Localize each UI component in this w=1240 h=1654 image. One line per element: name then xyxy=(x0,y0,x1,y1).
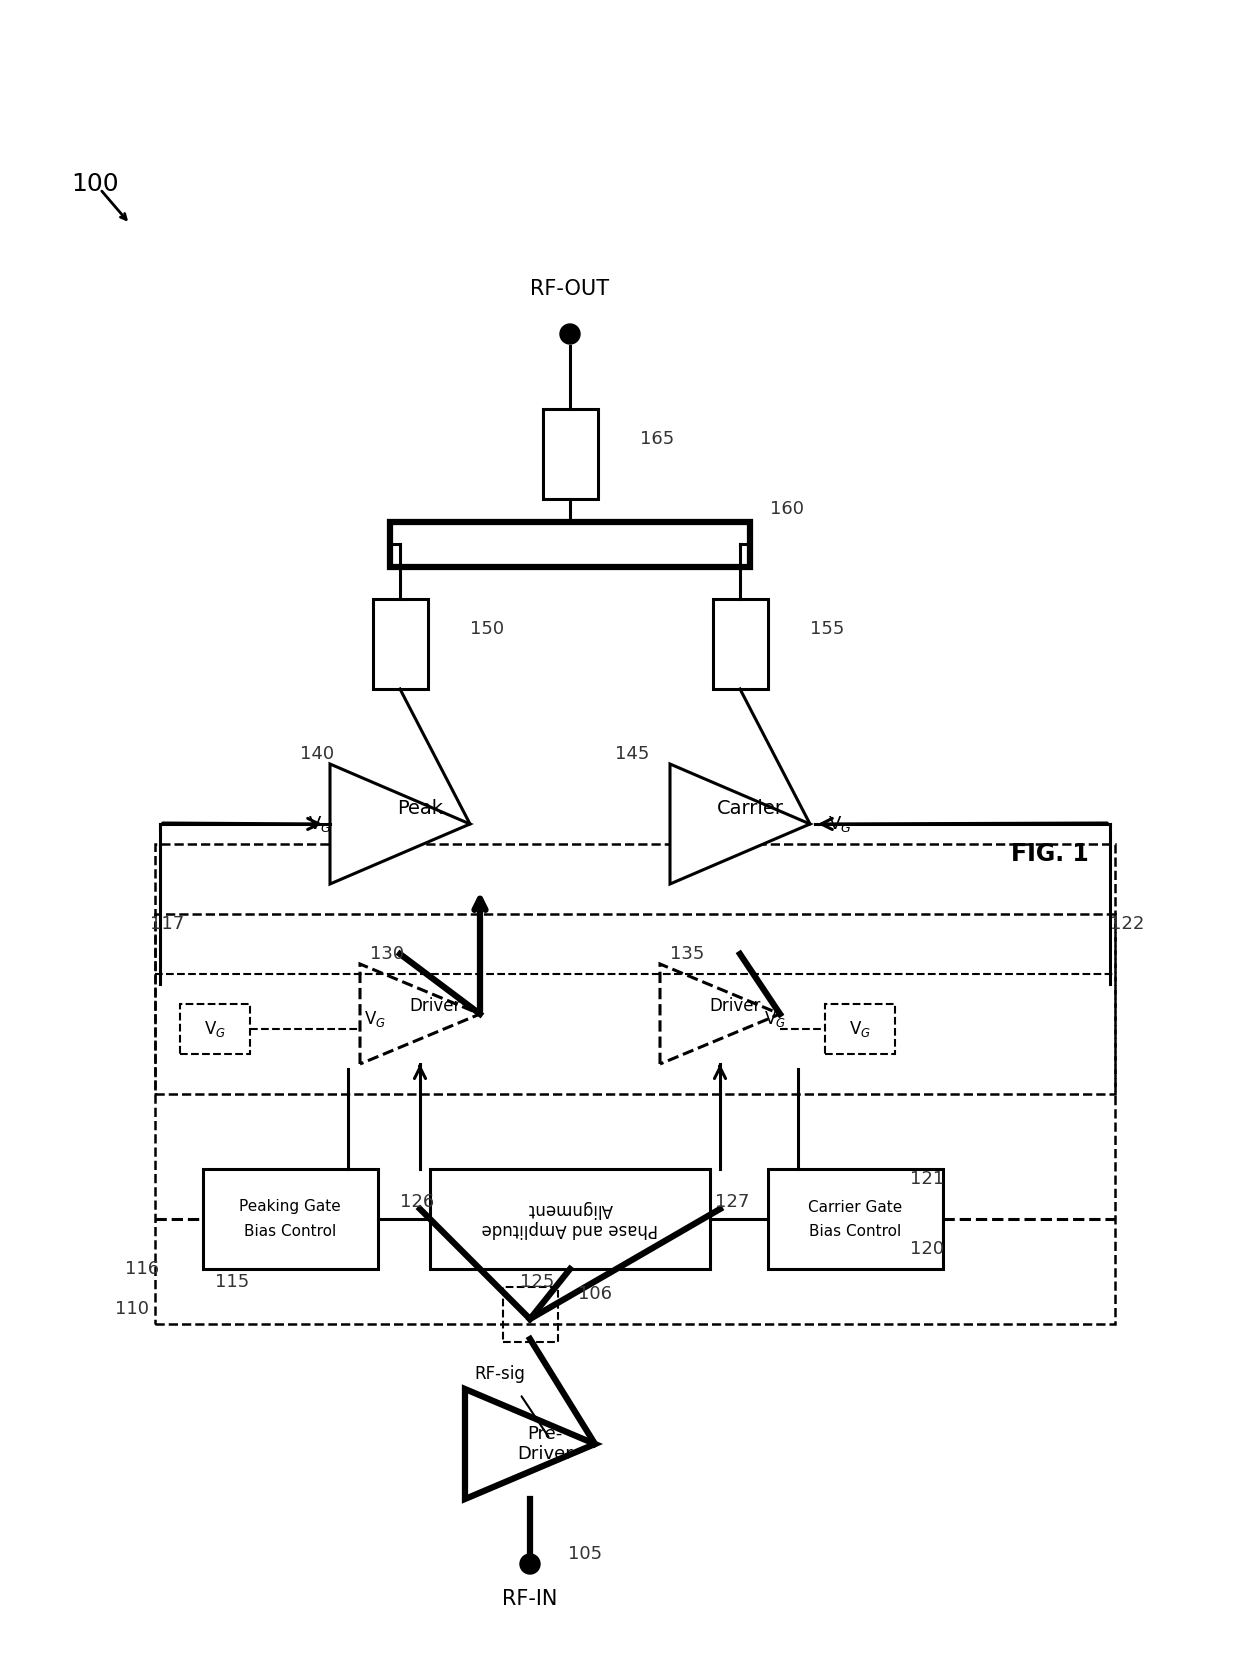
Text: 126: 126 xyxy=(401,1193,434,1211)
Polygon shape xyxy=(670,764,810,883)
Bar xyxy=(543,409,598,500)
Polygon shape xyxy=(360,964,480,1064)
Bar xyxy=(430,1169,711,1269)
Bar xyxy=(155,844,1115,1323)
Text: Driver: Driver xyxy=(409,997,461,1016)
Bar xyxy=(768,1169,942,1269)
Text: V$_G$: V$_G$ xyxy=(828,814,852,834)
Text: Bias Control: Bias Control xyxy=(244,1224,336,1239)
Polygon shape xyxy=(330,764,470,883)
Text: 130: 130 xyxy=(370,944,404,963)
Circle shape xyxy=(560,324,580,344)
Bar xyxy=(372,599,428,690)
Bar xyxy=(391,521,750,567)
Text: 145: 145 xyxy=(615,744,650,762)
Text: 115: 115 xyxy=(215,1274,249,1292)
Polygon shape xyxy=(465,1389,595,1499)
Text: 117: 117 xyxy=(150,915,185,933)
Text: 105: 105 xyxy=(568,1545,603,1563)
Bar xyxy=(180,1004,250,1054)
Text: V$_G$: V$_G$ xyxy=(365,1009,386,1029)
Bar xyxy=(202,1169,377,1269)
Text: FIG. 1: FIG. 1 xyxy=(1011,842,1089,867)
Text: RF-OUT: RF-OUT xyxy=(531,280,610,299)
Text: 100: 100 xyxy=(71,172,119,197)
Text: 155: 155 xyxy=(810,620,844,638)
Text: V$_G$: V$_G$ xyxy=(205,1019,226,1039)
Text: V$_G$: V$_G$ xyxy=(764,1009,786,1029)
Text: 125: 125 xyxy=(520,1274,554,1292)
Text: 106: 106 xyxy=(578,1285,613,1303)
Bar xyxy=(825,1004,895,1054)
Text: Peak: Peak xyxy=(397,799,443,819)
Text: Bias Control: Bias Control xyxy=(808,1224,901,1239)
Bar xyxy=(155,915,1115,1093)
Text: 135: 135 xyxy=(670,944,704,963)
Bar xyxy=(502,1287,558,1341)
Text: 121: 121 xyxy=(910,1169,944,1188)
Text: 127: 127 xyxy=(715,1193,749,1211)
Text: 122: 122 xyxy=(1110,915,1145,933)
Text: V$_G$: V$_G$ xyxy=(309,814,332,834)
Text: Driver: Driver xyxy=(709,997,760,1016)
Text: V$_G$: V$_G$ xyxy=(849,1019,870,1039)
Text: 120: 120 xyxy=(910,1240,944,1259)
Text: 140: 140 xyxy=(300,744,334,762)
Circle shape xyxy=(520,1555,539,1575)
Text: Phase and Amplitude
Alignment: Phase and Amplitude Alignment xyxy=(482,1199,658,1239)
Text: 165: 165 xyxy=(640,430,675,448)
Text: 110: 110 xyxy=(115,1300,149,1318)
Text: Pre-: Pre- xyxy=(527,1426,563,1442)
Text: 116: 116 xyxy=(125,1260,159,1279)
Text: Carrier: Carrier xyxy=(717,799,784,819)
Text: 160: 160 xyxy=(770,500,804,518)
Text: 150: 150 xyxy=(470,620,505,638)
Text: Carrier Gate: Carrier Gate xyxy=(808,1199,903,1214)
Text: Peaking Gate: Peaking Gate xyxy=(239,1199,341,1214)
Text: RF-IN: RF-IN xyxy=(502,1589,558,1609)
Polygon shape xyxy=(660,964,780,1064)
Bar xyxy=(713,599,768,690)
Text: RF-sig: RF-sig xyxy=(475,1365,526,1383)
Text: Driver: Driver xyxy=(517,1446,573,1464)
